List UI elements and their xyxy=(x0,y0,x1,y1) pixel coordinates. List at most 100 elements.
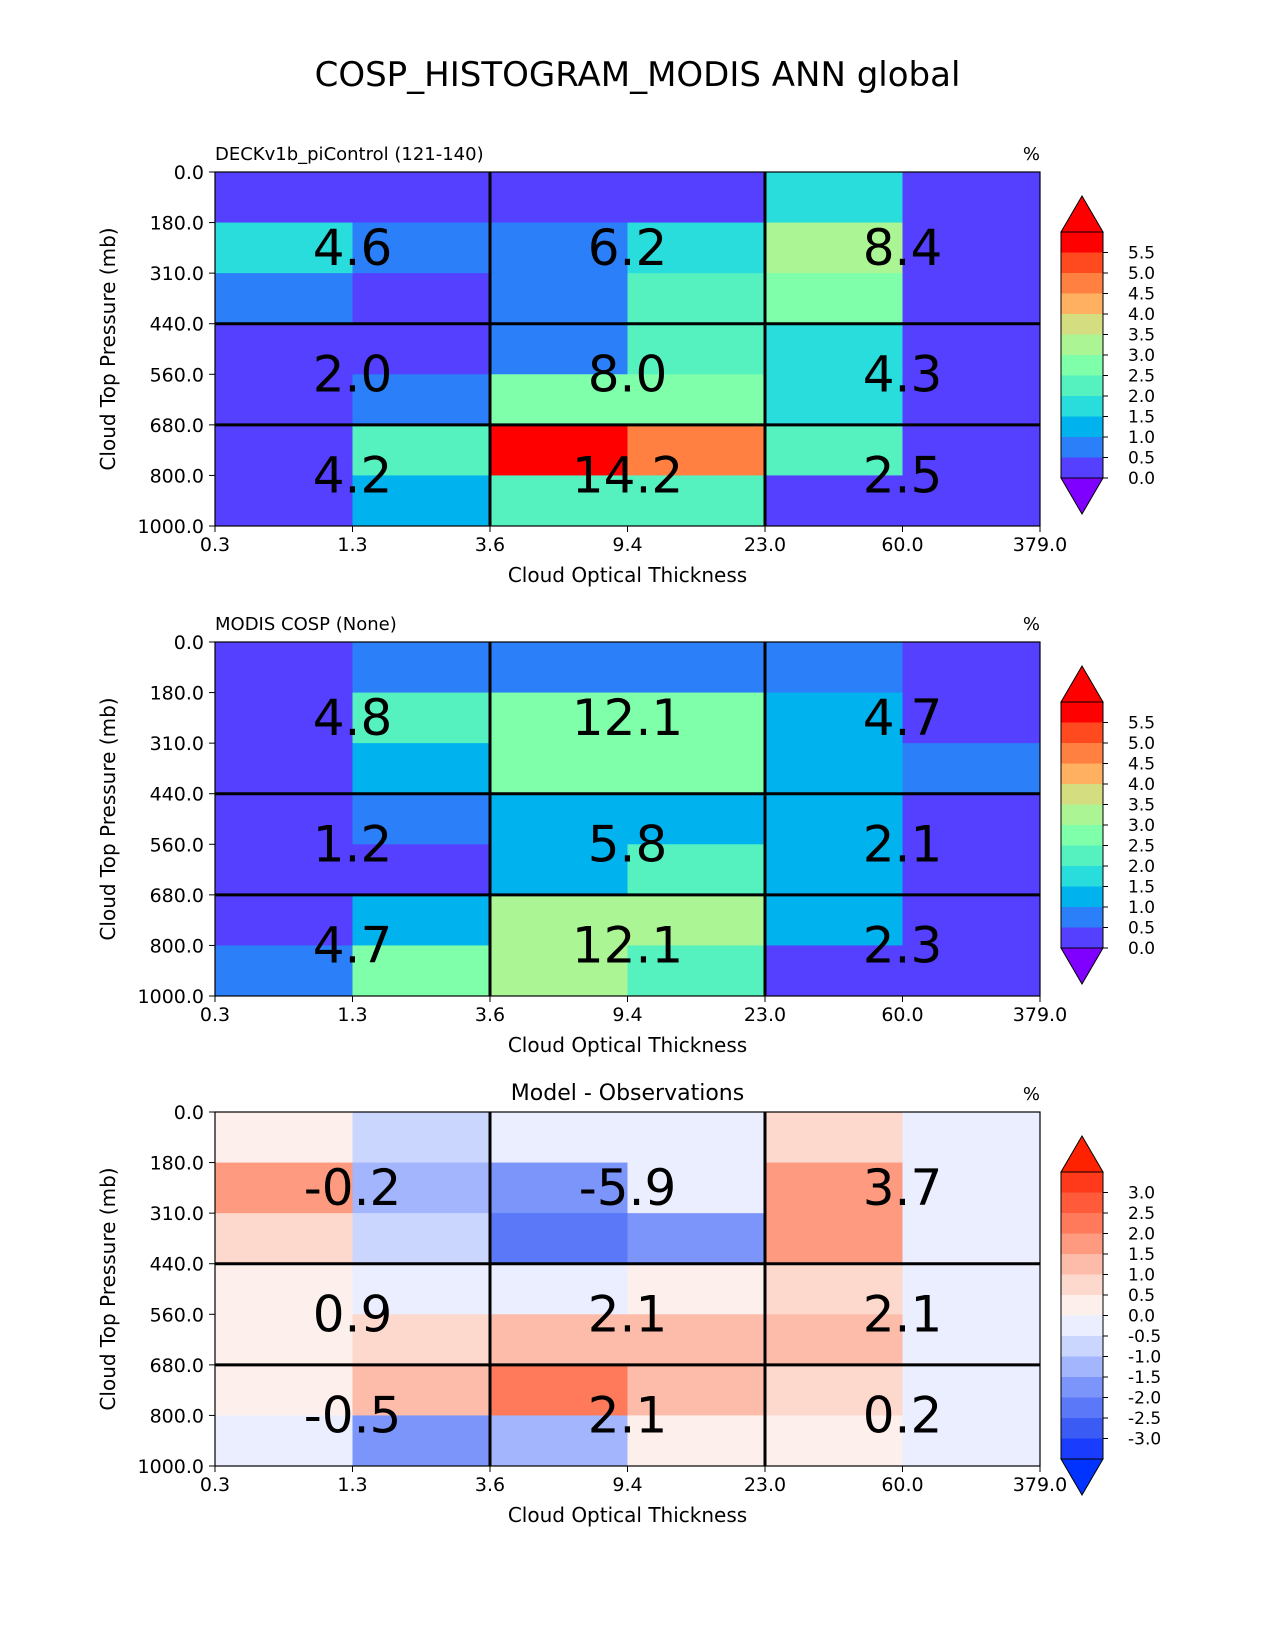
colorbar-tick-label: 5.5 xyxy=(1128,244,1155,264)
heatmap-cell xyxy=(215,1112,353,1164)
heatmap-cell xyxy=(627,222,766,274)
heatmap-cell xyxy=(627,424,766,476)
colorbar-tick-label: 2.5 xyxy=(1128,837,1155,857)
colorbar-tick-label: 0.0 xyxy=(1128,469,1155,489)
x-tick-label: 23.0 xyxy=(744,534,786,556)
heatmap-cell xyxy=(902,222,1041,274)
heatmap-cell xyxy=(215,844,353,896)
heatmap-cell xyxy=(765,945,903,997)
group-total-label: -0.5 xyxy=(304,1386,402,1444)
heatmap-cell xyxy=(352,273,491,325)
heatmap-cell xyxy=(902,1415,1041,1467)
colorbar-band xyxy=(1061,763,1103,785)
group-total-label: 4.7 xyxy=(313,916,393,974)
heatmap-cell xyxy=(490,692,628,744)
colorbar-tick-label: 4.5 xyxy=(1128,285,1155,305)
heatmap-cell xyxy=(490,323,628,375)
x-tick-label: 3.6 xyxy=(475,1004,505,1026)
x-tick-label: 3.6 xyxy=(475,534,505,556)
heatmap-cell xyxy=(765,793,903,845)
heatmap-cell xyxy=(490,844,628,896)
colorbar-tick-label: -0.5 xyxy=(1128,1327,1161,1347)
colorbar-band xyxy=(1061,457,1103,479)
y-tick-label: 440.0 xyxy=(150,314,204,336)
heatmap-cell xyxy=(215,424,353,476)
y-tick-label: 680.0 xyxy=(150,415,204,437)
y-tick-label: 440.0 xyxy=(150,784,204,806)
heatmap-cell xyxy=(765,642,903,694)
heatmap-cell xyxy=(627,945,766,997)
heatmap-cell xyxy=(490,475,628,527)
heatmap-cell xyxy=(352,1314,491,1366)
heatmap-cell xyxy=(765,1364,903,1416)
heatmap-cell xyxy=(490,424,628,476)
x-axis-label: Cloud Optical Thickness xyxy=(508,563,747,587)
y-tick-label: 680.0 xyxy=(150,1355,204,1377)
group-total-label: 12.1 xyxy=(572,916,683,974)
heatmap-cell xyxy=(902,475,1041,527)
colorbar-band xyxy=(1061,886,1103,908)
heatmap-cell xyxy=(215,894,353,946)
group-total-label: 4.2 xyxy=(313,446,393,504)
heatmap-cell xyxy=(627,743,766,795)
panel-title: Model - Observations xyxy=(511,1081,744,1106)
colorbar-tick-label: 3.0 xyxy=(1128,816,1155,836)
heatmap-cell xyxy=(765,692,903,744)
heatmap-cell xyxy=(765,894,903,946)
heatmap-cell xyxy=(490,273,628,325)
heatmap-cell xyxy=(902,1263,1041,1315)
heatmap-cell xyxy=(902,692,1041,744)
x-tick-label: 23.0 xyxy=(744,1004,786,1026)
heatmap-cell xyxy=(902,1112,1041,1164)
y-tick-label: 180.0 xyxy=(150,683,204,705)
y-axis-label: Cloud Top Pressure (mb) xyxy=(96,227,120,470)
colorbar-tick-label: 0.5 xyxy=(1128,449,1155,469)
y-tick-label: 1000.0 xyxy=(138,516,204,538)
heatmap-cell xyxy=(902,642,1041,694)
x-axis-label: Cloud Optical Thickness xyxy=(508,1033,747,1057)
heatmap-cell xyxy=(765,1314,903,1366)
heatmap-cell xyxy=(490,1415,628,1467)
heatmap-cell xyxy=(352,642,491,694)
heatmap-cell xyxy=(627,642,766,694)
heatmap-cell xyxy=(490,374,628,426)
colorbar-band xyxy=(1061,1254,1103,1275)
heatmap-cell xyxy=(765,424,903,476)
colorbar-tick-label: 0.0 xyxy=(1128,939,1155,959)
colorbar-tick-label: 0.5 xyxy=(1128,919,1155,939)
x-tick-label: 0.3 xyxy=(200,1474,230,1496)
heatmap-cell xyxy=(215,1364,353,1416)
y-tick-label: 180.0 xyxy=(150,1153,204,1175)
group-total-label: 8.4 xyxy=(863,219,943,277)
heatmap-cell xyxy=(352,374,491,426)
group-total-label: 2.3 xyxy=(863,916,943,974)
heatmap-cell xyxy=(902,844,1041,896)
heatmap-cell xyxy=(765,1213,903,1265)
colorbar-band xyxy=(1061,252,1103,274)
heatmap-panel-3: -0.2 -5.9 3.7 0.9 2.1 2.1 -0.5 2.1 0.2 0.3 1.3 3.6 9… xyxy=(96,1081,1161,1527)
x-tick-label: 3.6 xyxy=(475,1474,505,1496)
colorbar-band xyxy=(1061,702,1103,723)
heatmap-cell xyxy=(352,222,491,274)
heatmap-cell xyxy=(902,894,1041,946)
heatmap-cell xyxy=(352,793,491,845)
y-tick-label: 1000.0 xyxy=(138,986,204,1008)
heatmap-cell xyxy=(627,1112,766,1164)
heatmap-cell xyxy=(215,945,353,997)
heatmap-cell xyxy=(352,475,491,527)
colorbar-tick-label: 0.5 xyxy=(1128,1286,1155,1306)
colorbar-under-extension xyxy=(1060,1458,1104,1496)
group-total-label: 5.8 xyxy=(588,815,668,873)
colorbar-under-extension xyxy=(1060,947,1104,985)
colorbar-band xyxy=(1061,375,1103,397)
colorbar-band xyxy=(1061,1213,1103,1234)
heatmap-cell xyxy=(490,1263,628,1315)
y-tick-label: 800.0 xyxy=(150,935,204,957)
heatmap-cell xyxy=(627,475,766,527)
heatmap-cell xyxy=(352,1415,491,1467)
group-total-label: 2.5 xyxy=(863,446,943,504)
heatmap-cell xyxy=(902,1213,1041,1265)
heatmap-cell xyxy=(627,172,766,224)
colorbar-band xyxy=(1061,1438,1103,1460)
colorbar-tick-label: 3.5 xyxy=(1128,326,1155,346)
